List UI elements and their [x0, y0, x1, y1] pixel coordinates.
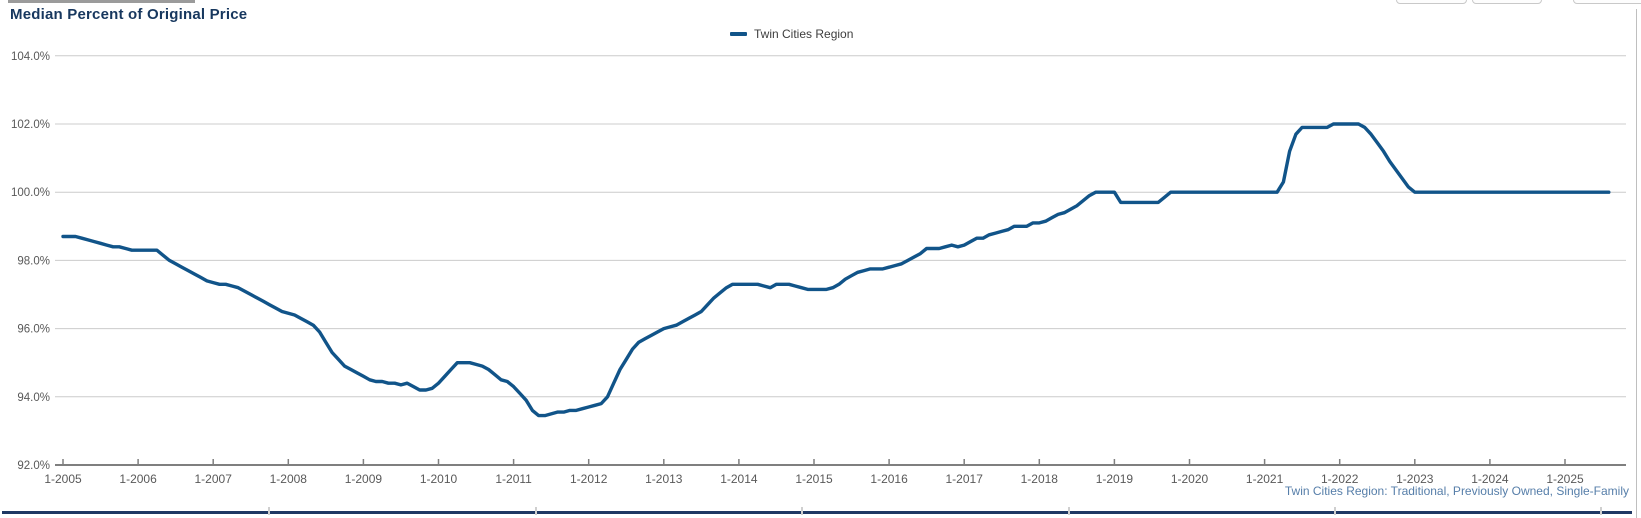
legend-line-swatch	[730, 32, 747, 36]
x-tick-label: 1-2016	[870, 472, 908, 486]
x-tick-label: 1-2011	[495, 472, 532, 486]
x-tick-label: 1-2012	[570, 472, 608, 486]
x-tick-label: 1-2008	[270, 472, 308, 486]
legend-label: Twin Cities Region	[754, 27, 854, 41]
legend: Twin Cities Region	[730, 27, 853, 41]
table-column-divider	[801, 507, 803, 515]
y-tick-label: 104.0%	[11, 51, 50, 63]
x-tick-label: 1-2005	[44, 472, 82, 486]
table-top-border	[2, 511, 1632, 514]
x-tick-label: 1-2009	[345, 472, 383, 486]
table-column-divider	[1600, 507, 1602, 515]
series-line-twin-cities-region[interactable]	[61, 122, 1611, 418]
y-tick-label: 92.0%	[17, 460, 50, 472]
x-tick-label: 1-2023	[1396, 472, 1434, 486]
y-tick-label: 96.0%	[17, 324, 50, 336]
x-tick-label: 1-2021	[1246, 472, 1284, 486]
table-column-divider	[1068, 507, 1070, 515]
table-column-divider	[268, 507, 270, 515]
y-tick-label: 100.0%	[11, 187, 50, 199]
table-column-divider	[1334, 507, 1336, 515]
x-tick-label: 1-2017	[946, 472, 984, 486]
x-tick-label: 1-2010	[420, 472, 458, 486]
y-tick-label: 98.0%	[17, 255, 50, 267]
x-tick-label: 1-2025	[1546, 472, 1584, 486]
page-title: Median Percent of Original Price	[10, 6, 248, 23]
x-tick-label: 1-2022	[1321, 472, 1359, 486]
panel-right-border	[1636, 9, 1637, 518]
x-tick-label: 1-2019	[1096, 472, 1134, 486]
x-tick-label: 1-2007	[195, 472, 233, 486]
table-column-divider	[535, 507, 537, 515]
x-tick-label: 1-2006	[119, 472, 157, 486]
cut-off-button-3[interactable]	[1573, 0, 1641, 4]
x-tick-label: 1-2013	[645, 472, 683, 486]
cut-off-element-top	[8, 0, 195, 3]
y-tick-label: 94.0%	[17, 392, 50, 404]
chart-footnote: Twin Cities Region: Traditional, Previou…	[1284, 484, 1629, 498]
x-tick-label: 1-2015	[795, 472, 833, 486]
x-tick-label: 1-2020	[1171, 472, 1209, 486]
x-tick-label: 1-2018	[1021, 472, 1059, 486]
x-tick-label: 1-2014	[720, 472, 758, 486]
y-tick-label: 102.0%	[11, 119, 50, 131]
x-tick-label: 1-2024	[1471, 472, 1509, 486]
